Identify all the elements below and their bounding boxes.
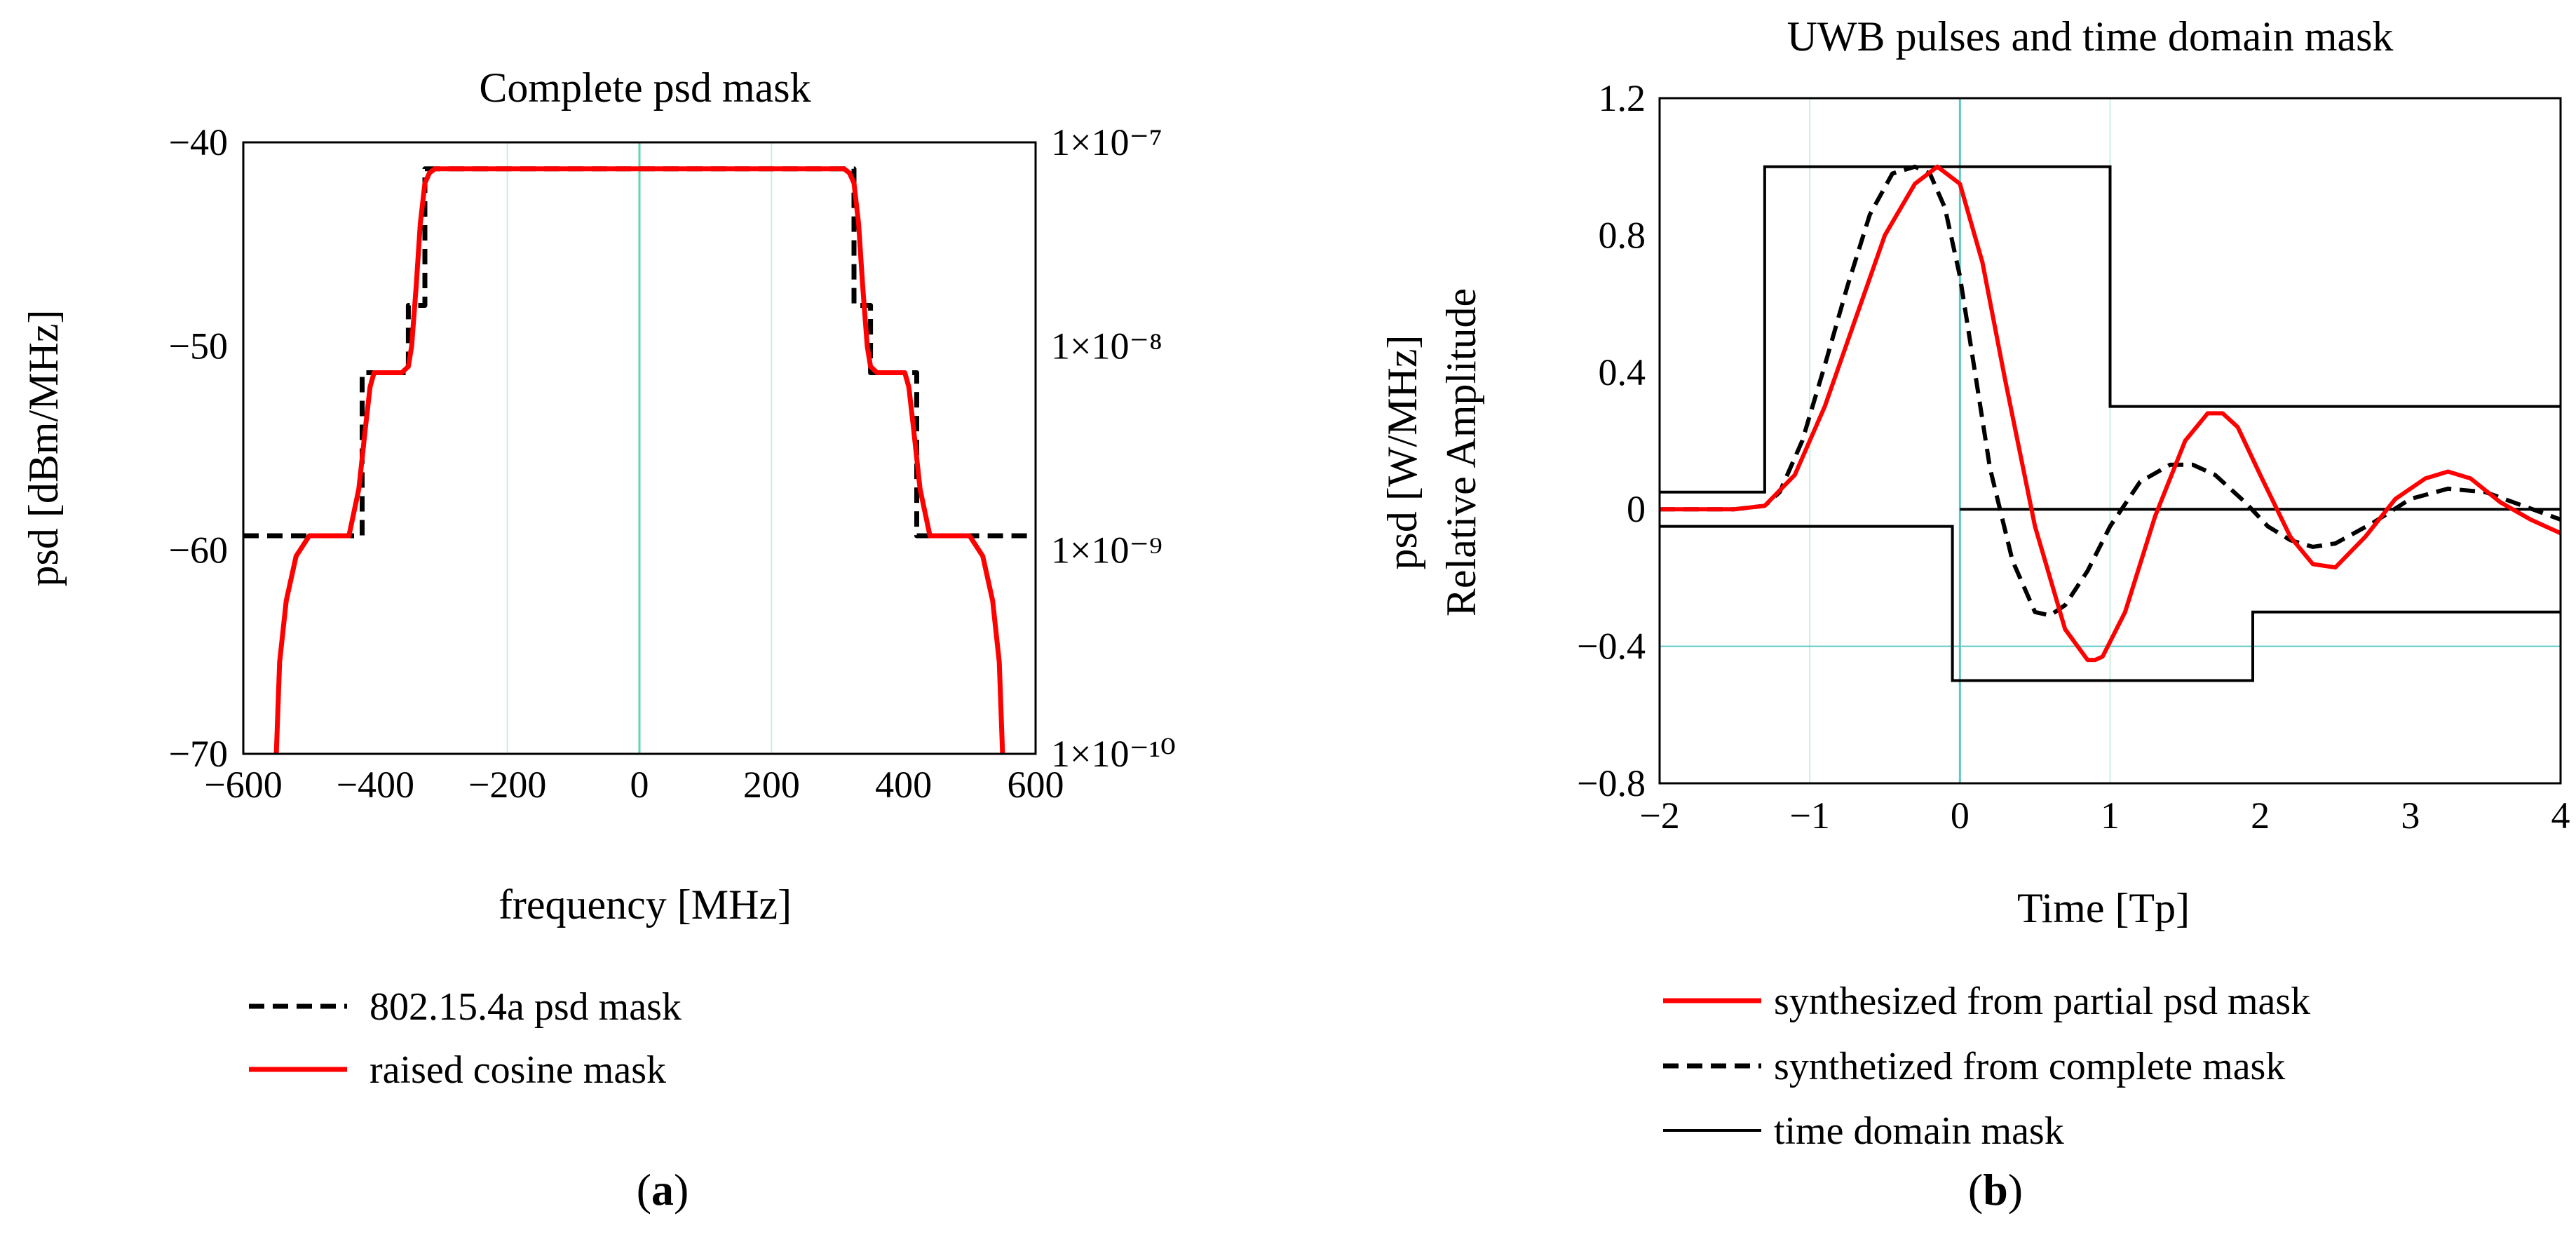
- caption-a: (a): [637, 1165, 689, 1215]
- chart-a-y2-tick-0: 1×10⁻⁷: [1051, 121, 1162, 163]
- chart-b-ylabel: Relative Amplitude: [1438, 288, 1484, 616]
- chart-a-y2-ticks: 1×10⁻⁷ 1×10⁻⁸ 1×10⁻⁹ 1×10⁻¹⁰: [1051, 121, 1176, 775]
- chart-b-x-tick-4: 2: [2251, 795, 2270, 837]
- chart-b-legend: synthesized from partial psd mask synthe…: [1663, 980, 2310, 1153]
- chart-a-x-tick-0: −600: [204, 764, 282, 806]
- chart-a-ylabel: psd [dBm/MHz]: [20, 310, 67, 587]
- chart-b-x-tick-3: 1: [2101, 795, 2120, 837]
- chart-a-x-tick-2: −200: [468, 764, 546, 806]
- chart-b-y-ticks: 1.2 0.8 0.4 0 −0.4 −0.8: [1577, 77, 1646, 804]
- chart-a-x-tick-4: 200: [743, 764, 800, 806]
- chart-a-y-tick-2: −60: [169, 529, 228, 571]
- chart-b-y-tick-5: −0.8: [1577, 762, 1646, 804]
- chart-b-x-ticks: −2 −1 0 1 2 3 4: [1639, 795, 2570, 837]
- chart-b-y2label: psd [W/MHz]: [1379, 335, 1425, 570]
- chart-a-y-ticks: −40 −50 −60 −70: [169, 121, 228, 775]
- chart-a-x-ticks: −600 −400 −200 0 200 400 600: [204, 764, 1064, 806]
- chart-a-legend: 802.15.4a psd mask raised cosine mask: [249, 985, 682, 1092]
- chart-b-frame: [1658, 97, 2562, 785]
- chart-b-series: [1660, 164, 2562, 682]
- chart-b-y-tick-3: 0: [1627, 488, 1646, 530]
- chart-a-xlabel: frequency [MHz]: [499, 881, 792, 928]
- chart-a-grid: [506, 142, 773, 754]
- legend-b-label-2: time domain mask: [1774, 1109, 2064, 1153]
- chart-b-x-tick-1: −1: [1789, 795, 1829, 837]
- chart-b-xlabel: Time [Tp]: [2017, 885, 2190, 931]
- caption-b: (b): [1968, 1165, 2023, 1215]
- chart-a-y2-tick-1: 1×10⁻⁸: [1051, 325, 1162, 367]
- chart-b-x-tick-2: 0: [1951, 795, 1970, 837]
- chart-a-x-tick-5: 400: [875, 764, 932, 806]
- chart-a-y2-tick-2: 1×10⁻⁹: [1051, 529, 1162, 571]
- chart-a-x-tick-6: 600: [1008, 764, 1064, 806]
- caption-b-letter: b: [1983, 1165, 2008, 1215]
- chart-a-title: Complete psd mask: [479, 65, 811, 111]
- panel-a: Complete psd mask −600 −400 −200 0 200 400 600…: [20, 65, 1176, 1215]
- chart-b-y-tick-2: 0.4: [1599, 351, 1646, 393]
- chart-a-frame: [242, 141, 1037, 755]
- chart-a-series: [243, 166, 1036, 755]
- chart-b-x-tick-6: 4: [2551, 795, 2570, 837]
- chart-b-grid: [1660, 98, 2561, 783]
- chart-b-y-tick-0: 1.2: [1599, 77, 1646, 119]
- chart-a-x-tick-3: 0: [630, 764, 649, 806]
- svg-text:(a): (a): [637, 1165, 689, 1215]
- chart-a-y-tick-1: −50: [169, 325, 228, 367]
- chart-b-mask-segment-1: [1660, 525, 2561, 682]
- chart-b-series-partial-mask: [1660, 164, 2562, 663]
- chart-b-y-tick-4: −0.4: [1577, 626, 1646, 668]
- chart-b-x-tick-0: −2: [1639, 795, 1679, 837]
- legend-b-label-1: synthetized from complete mask: [1774, 1045, 2285, 1088]
- chart-a-y-tick-0: −40: [169, 121, 228, 163]
- panel-b: UWB pulses and time domain mask psd [W/M…: [1379, 13, 2570, 1215]
- chart-a-y2-tick-3: 1×10⁻¹⁰: [1051, 733, 1176, 775]
- legend-a-label-0: 802.15.4a psd mask: [370, 985, 682, 1029]
- chart-a-x-tick-1: −400: [337, 764, 414, 806]
- svg-text:(b): (b): [1968, 1165, 2023, 1215]
- chart-b-title: UWB pulses and time domain mask: [1787, 13, 2394, 60]
- chart-a-y-tick-3: −70: [169, 733, 228, 775]
- caption-a-letter: a: [651, 1165, 674, 1215]
- chart-a-series-raised-cosine: [273, 166, 1005, 755]
- chart-b-y-tick-1: 0.8: [1599, 214, 1646, 256]
- chart-b-x-tick-5: 3: [2401, 795, 2420, 837]
- legend-a-label-1: raised cosine mask: [370, 1048, 666, 1092]
- legend-b-label-0: synthesized from partial psd mask: [1774, 980, 2310, 1023]
